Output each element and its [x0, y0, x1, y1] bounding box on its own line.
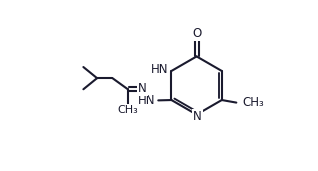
Text: HN: HN — [138, 94, 155, 107]
Text: N: N — [138, 82, 147, 95]
Text: HN: HN — [151, 63, 168, 76]
Text: N: N — [193, 110, 202, 123]
Text: O: O — [192, 27, 201, 40]
Text: CH₃: CH₃ — [117, 105, 138, 115]
Text: CH₃: CH₃ — [242, 96, 264, 109]
